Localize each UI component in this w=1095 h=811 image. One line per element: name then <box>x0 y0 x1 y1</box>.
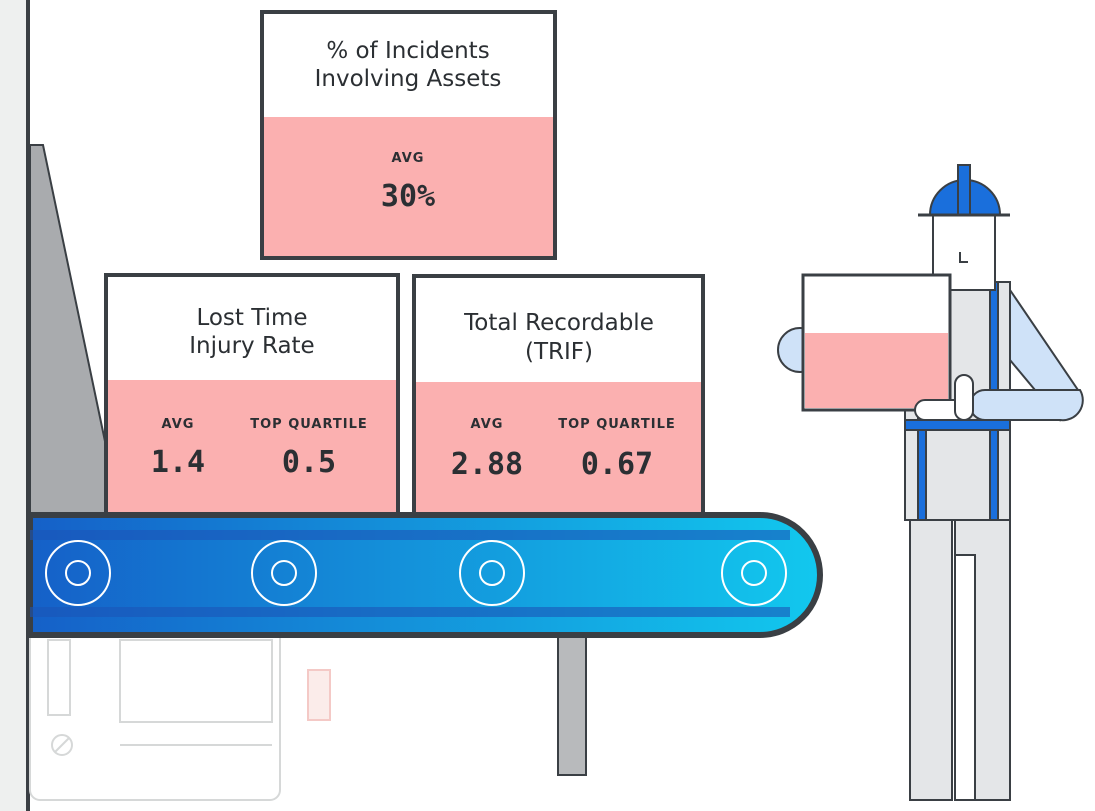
stat-value: 2.88 <box>451 447 523 482</box>
box-title: Injury Rate <box>189 333 314 359</box>
stat-value: 1.4 <box>151 445 205 480</box>
stat-value: 0.5 <box>282 445 336 480</box>
box-title: Involving Assets <box>315 66 502 92</box>
stat-label: AVG <box>162 417 195 432</box>
belt-leg <box>558 630 586 775</box>
stat-label: TOP QUARTILE <box>250 417 368 432</box>
stat-label: AVG <box>471 417 504 432</box>
box-trif: Total Recordable (TRIF) AVG 2.88 TOP QUA… <box>414 276 703 520</box>
box-ltir: Lost Time Injury Rate AVG 1.4 TOP QUARTI… <box>106 275 398 520</box>
wall <box>0 0 28 811</box>
stat-label: AVG <box>392 151 425 166</box>
stat-value: 0.67 <box>581 447 653 482</box>
infographic: % of Incidents Involving Assets AVG 30% … <box>0 0 1095 811</box>
machine <box>30 625 330 800</box>
box-title: % of Incidents <box>326 38 489 64</box>
box-title: (TRIF) <box>525 339 593 365</box>
box-title: Total Recordable <box>463 310 654 336</box>
stat-value: 30% <box>381 179 435 214</box>
worker <box>778 165 1083 800</box>
box-title: Lost Time <box>196 305 307 331</box>
box-incidents: % of Incidents Involving Assets AVG 30% <box>262 12 555 258</box>
stat-label: TOP QUARTILE <box>558 417 676 432</box>
conveyor <box>30 515 820 635</box>
